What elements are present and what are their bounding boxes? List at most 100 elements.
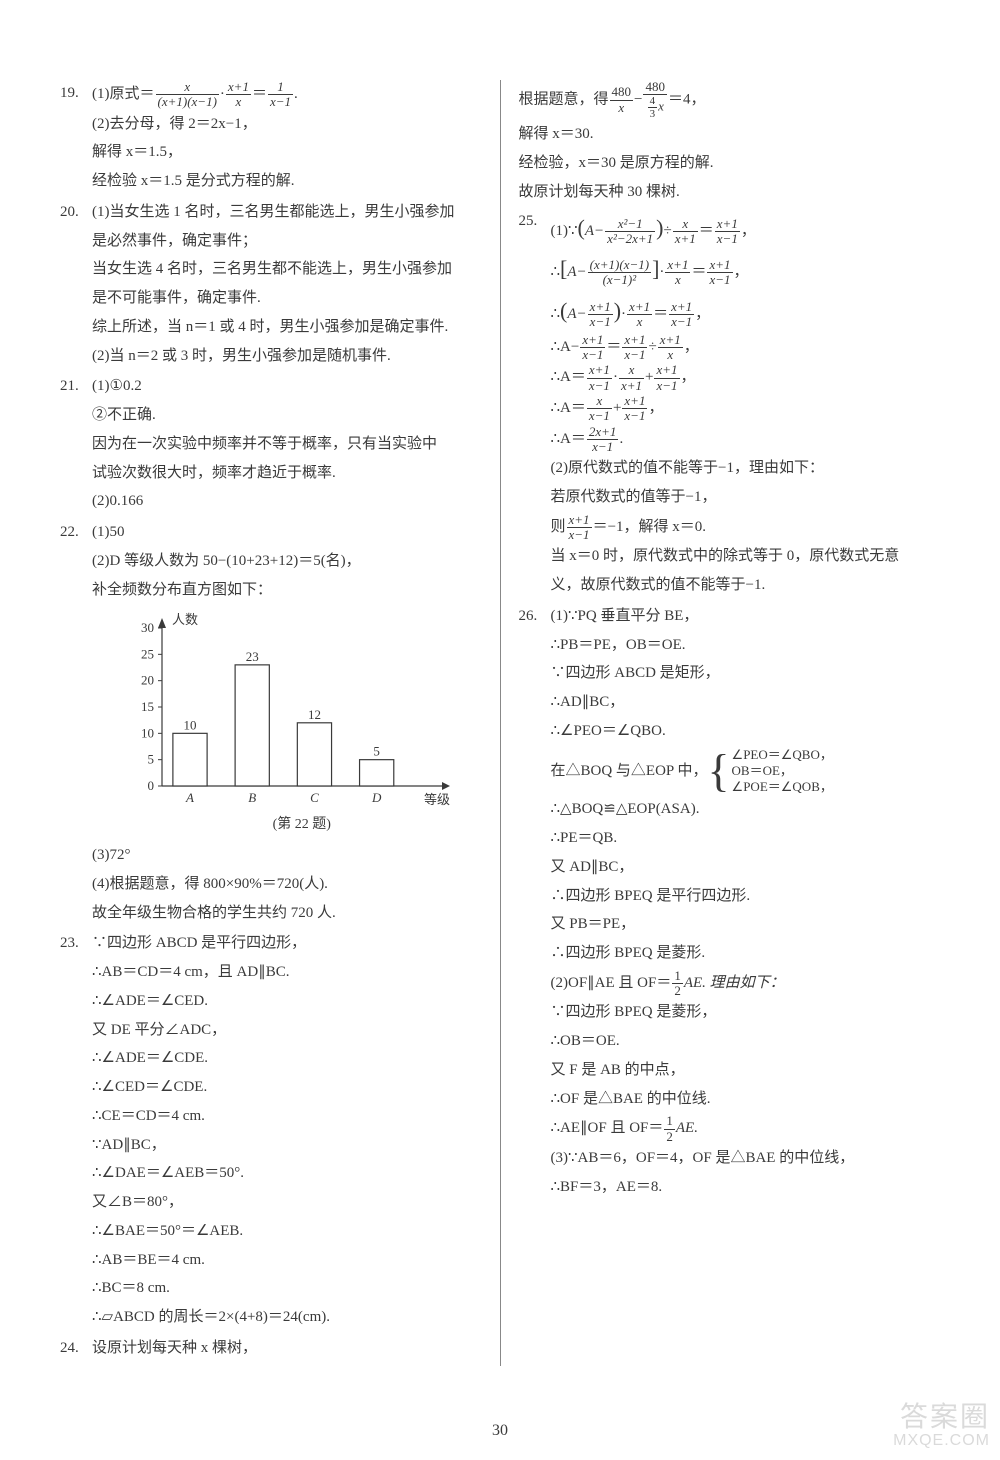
t: ∴AE∥OF 且 OF＝ xyxy=(551,1121,664,1137)
fd: 3 xyxy=(648,108,658,120)
p26-l20: ∴BF＝3，AE＝8. xyxy=(551,1174,941,1202)
p26-l3: ∵四边形 ABCD 是矩形， xyxy=(551,660,941,688)
fd: x xyxy=(665,273,690,287)
p22-l4: (3)72° xyxy=(92,842,482,870)
p26-l15: ∴OB＝OE. xyxy=(551,1028,941,1056)
p25-l4: ∴A−x+1x−1＝x+1x−1÷x+1x， xyxy=(551,333,941,363)
fn: x+1 xyxy=(654,363,679,378)
p21-l5: (2)0.166 xyxy=(92,488,482,516)
svg-text:5: 5 xyxy=(148,752,155,767)
p23-l12: ∴AB＝BE＝4 cm. xyxy=(92,1247,482,1275)
p25-l7: ∴A＝2x+1x−1. xyxy=(551,425,941,455)
t: · xyxy=(220,86,225,102)
fn: 2x+1 xyxy=(587,425,619,440)
t: ∴A＝ xyxy=(551,431,586,447)
t: . xyxy=(619,431,623,447)
t: · xyxy=(621,306,626,322)
t: ， xyxy=(741,223,756,239)
t: ÷ xyxy=(663,223,671,239)
fd: x+1 xyxy=(673,232,698,246)
pnum-26: 26. xyxy=(519,603,551,1203)
p22-l1: (1)50 xyxy=(92,519,482,547)
brace-group: ∠PEO＝∠QBO，OB＝OE，∠POE＝∠QOB， xyxy=(732,747,833,796)
fn: 480 xyxy=(610,85,634,100)
watermark: 答案圈 MXQE.COM xyxy=(893,1402,990,1450)
p24-l1: 设原计划每天种 x 棵树， xyxy=(92,1335,482,1363)
t: (2)OF∥AE 且 OF＝ xyxy=(551,975,672,991)
p26-l19: (3)∵AB＝6，OF＝4，OF 是△BAE 的中位线， xyxy=(551,1145,941,1173)
fd: 2 xyxy=(664,1130,675,1144)
fd: x−1 xyxy=(622,348,647,362)
p25-l10: 则x+1x−1＝−1，解得 x＝0. xyxy=(551,513,941,543)
svg-text:等级: 等级 xyxy=(424,792,450,807)
problem-26: 26. (1)∵PQ 垂直平分 BE， ∴PB＝PE，OB＝OE. ∵四边形 A… xyxy=(519,603,941,1203)
p19-l4: 经检验 x＝1.5 是分式方程的解. xyxy=(92,168,482,196)
t: ＝4， xyxy=(668,92,706,108)
fd: x−1 xyxy=(622,409,647,423)
p24c-l2: 解得 x＝30. xyxy=(519,121,941,149)
t: ， xyxy=(681,370,696,386)
p24c-l3: 经检验，x＝30 是原方程的解. xyxy=(519,150,941,178)
p23-l2: ∴AB＝CD＝4 cm，且 AD∥BC. xyxy=(92,959,482,987)
t: ， xyxy=(648,400,663,416)
fd: x xyxy=(610,101,634,115)
p19-l3: 解得 x＝1.5， xyxy=(92,139,482,167)
p26-l12: ∴四边形 BPEQ 是菱形. xyxy=(551,940,941,968)
p19-l1: (1)原式＝x(x+1)(x−1)·x+1x＝1x−1. xyxy=(92,80,482,110)
p26-l1: (1)∵PQ 垂直平分 BE， xyxy=(551,603,941,631)
pnum-19: 19. xyxy=(60,80,92,197)
fn: x+1 xyxy=(567,513,592,528)
p20-l5: 综上所述，当 n＝1 或 4 时，男生小强参加是确定事件. xyxy=(92,314,482,342)
pnum-21: 21. xyxy=(60,373,92,517)
p23-l14: ∴▱ABCD 的周长＝2×(4+8)＝24(cm). xyxy=(92,1304,482,1332)
t: 根据题意，得 xyxy=(519,92,609,108)
fd: x xyxy=(627,315,652,329)
p26-l18: ∴AE∥OF 且 OF＝12AE. xyxy=(551,1114,941,1144)
right-column: 根据题意，得480x−48043x＝4， 解得 x＝30. 经检验，x＝30 是… xyxy=(501,80,941,1366)
t: AE. xyxy=(676,1121,698,1137)
fd: 2 xyxy=(672,984,683,998)
t: 在△BOQ 与△EOP 中， xyxy=(551,762,708,778)
t: A− xyxy=(567,306,586,322)
t: ， xyxy=(684,339,699,355)
p25-l8: (2)原代数式的值不能等于−1，理由如下： xyxy=(551,455,941,483)
t: ＝ xyxy=(653,306,668,322)
p26-l11: 又 PB＝PE， xyxy=(551,911,941,939)
fd: x−1 xyxy=(587,379,612,393)
p26-l10: ∴四边形 BPEQ 是平行四边形. xyxy=(551,883,941,911)
svg-text:B: B xyxy=(248,790,256,805)
fd: x−1 xyxy=(707,273,732,287)
t: + xyxy=(645,370,653,386)
p23-l3: ∴∠ADE＝∠CED. xyxy=(92,988,482,1016)
paren: ( xyxy=(578,215,585,240)
t: (1)原式＝ xyxy=(92,86,155,102)
fn: 1 xyxy=(664,1114,675,1129)
p21-l4: 试验次数很大时，频率才趋近于概率. xyxy=(92,460,482,488)
t: ， xyxy=(734,264,749,280)
t: A− xyxy=(567,264,586,280)
fd: x−1 xyxy=(587,409,612,423)
t: · xyxy=(659,264,664,280)
p26-l13: (2)OF∥AE 且 OF＝12AE. 理由如下： xyxy=(551,969,941,999)
problem-24: 24. 设原计划每天种 x 棵树， xyxy=(60,1335,482,1364)
svg-text:20: 20 xyxy=(141,673,154,688)
p22-l5: (4)根据题意，得 800×90%＝720(人). xyxy=(92,871,482,899)
t: ＝ xyxy=(606,339,621,355)
fn: 4 xyxy=(648,95,658,108)
fn: x+1 xyxy=(669,300,694,315)
p25-l1: (1)∵(A−x²−1x²−2x+1)÷xx+1＝x+1x−1， xyxy=(551,208,941,249)
svg-text:C: C xyxy=(310,790,319,805)
fn: x+1 xyxy=(587,363,612,378)
p20-l3: 当女生选 4 名时，三名男生都不能选上，男生小强参加 xyxy=(92,256,482,284)
problem-21: 21. (1)①0.2 ②不正确. 因为在一次实验中频率并不等于概率，只有当实验… xyxy=(60,373,482,517)
p20-l6: (2)当 n＝2 或 3 时，男生小强参加是随机事件. xyxy=(92,343,482,371)
fn: 1 xyxy=(672,969,683,984)
p23-l1: ∵四边形 ABCD 是平行四边形， xyxy=(92,930,482,958)
fd: x−1 xyxy=(587,440,619,454)
svg-text:0: 0 xyxy=(148,778,155,793)
fn: x xyxy=(619,363,644,378)
p23-l5: ∴∠ADE＝∠CDE. xyxy=(92,1045,482,1073)
fd: x−1 xyxy=(715,232,740,246)
fn: 1 xyxy=(268,80,293,95)
p23-l9: ∴∠DAE＝∠AEB＝50°. xyxy=(92,1160,482,1188)
